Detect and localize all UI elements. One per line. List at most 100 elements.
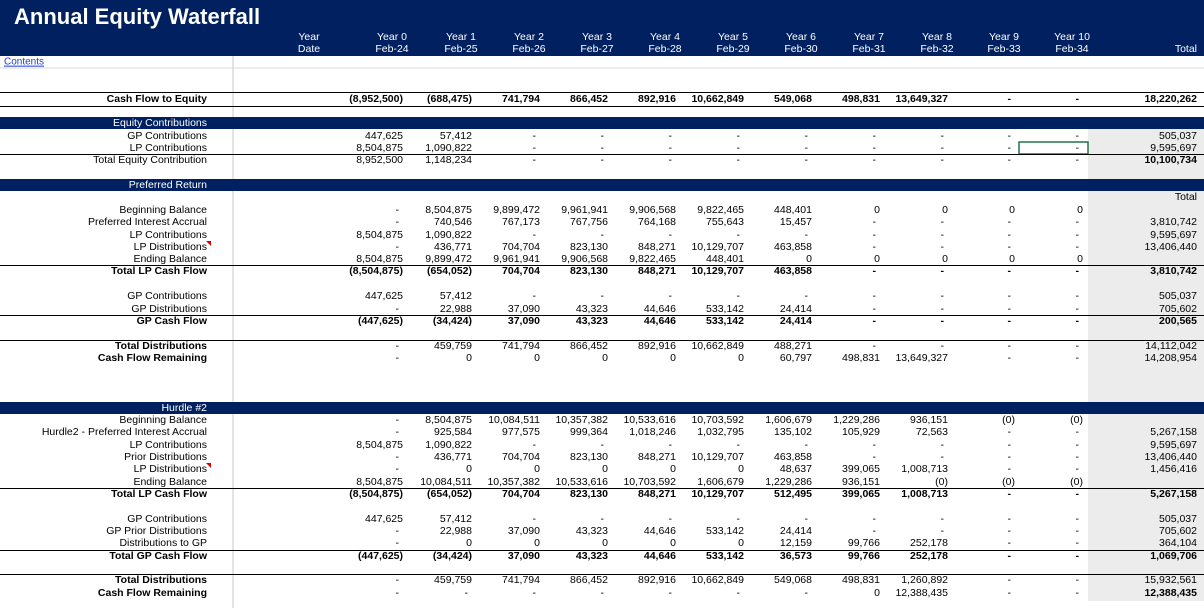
- cell-value: 99,766: [848, 537, 880, 549]
- cell-value: 0: [1077, 204, 1083, 216]
- cell-value: 741,794: [502, 340, 540, 352]
- cell-value: -: [1076, 426, 1080, 438]
- cell-value: -: [805, 229, 809, 241]
- row-label: Total Distributions: [115, 574, 207, 586]
- row-label: GP Prior Distributions: [106, 525, 207, 537]
- cell-value: 740,546: [434, 216, 472, 228]
- cell-value: -: [1008, 525, 1012, 537]
- cell-value: 8,504,875: [356, 439, 403, 451]
- cell-value: 8,504,875: [356, 253, 403, 265]
- cell-value: -: [1008, 93, 1012, 105]
- cell-value: -: [941, 525, 945, 537]
- cell-value: -: [533, 142, 537, 154]
- cell-value: 741,794: [502, 574, 540, 586]
- cell-value: (447,625): [358, 550, 403, 562]
- total-heading: Total: [1175, 191, 1197, 203]
- cell-value: -: [396, 216, 400, 228]
- cell-value: 252,178: [910, 537, 948, 549]
- cell-value: 37,090: [508, 525, 540, 537]
- cell-value: -: [1076, 130, 1080, 142]
- cell-value: -: [805, 154, 809, 166]
- cell-value: -: [1008, 488, 1012, 500]
- cell-value: 936,151: [910, 414, 948, 426]
- row-label: LP Contributions: [130, 142, 207, 154]
- cell-value: -: [941, 130, 945, 142]
- cell-value: (8,504,875): [349, 488, 403, 500]
- cell-value: 9,822,465: [697, 204, 744, 216]
- cell-value: 10,662,849: [691, 93, 744, 105]
- cell-value: -: [941, 290, 945, 302]
- cell-value: 925,584: [434, 426, 472, 438]
- cell-value: -: [1008, 265, 1012, 277]
- cell-value: 24,414: [780, 315, 812, 327]
- cell-value: 866,452: [570, 574, 608, 586]
- cell-value: 13,649,327: [895, 352, 948, 364]
- cell-value: 704,704: [502, 488, 540, 500]
- cell-value: 1,090,822: [425, 229, 472, 241]
- cell-value: -: [1076, 216, 1080, 228]
- cell-value: -: [873, 216, 877, 228]
- column-header: Year 7: [854, 31, 884, 43]
- cell-value: 37,090: [508, 315, 540, 327]
- cell-value: 498,831: [842, 352, 880, 364]
- cell-value: (8,504,875): [349, 265, 403, 277]
- cell-value: 8,952,500: [356, 154, 403, 166]
- cell-value: 9,906,568: [629, 204, 676, 216]
- cell-value: -: [1076, 488, 1080, 500]
- cell-value: -: [396, 525, 400, 537]
- cell-value: -: [1076, 537, 1080, 549]
- cell-value: -: [669, 439, 673, 451]
- cell-value: -: [533, 154, 537, 166]
- cell-value: 10,662,849: [691, 340, 744, 352]
- cell-value: -: [669, 513, 673, 525]
- cell-value: 447,625: [365, 130, 403, 142]
- cell-value: 866,452: [570, 93, 608, 105]
- row-label: Total GP Cash Flow: [109, 550, 207, 562]
- cell-value: -: [1076, 463, 1080, 475]
- cell-value: 399,065: [842, 463, 880, 475]
- cell-value: 43,323: [576, 303, 608, 315]
- cell-value: 8,504,875: [356, 229, 403, 241]
- cell-value: 8,504,875: [356, 142, 403, 154]
- total-value: 9,595,697: [1150, 142, 1197, 154]
- section-band: [0, 402, 1204, 414]
- column-header: Year 6: [786, 31, 816, 43]
- cell-value: 533,142: [706, 303, 744, 315]
- row-label: Cash Flow Remaining: [98, 587, 207, 599]
- cell-value: (654,052): [427, 265, 472, 277]
- cell-value: -: [873, 241, 877, 253]
- total-value: 15,932,561: [1144, 574, 1197, 586]
- cell-value: 43,323: [576, 525, 608, 537]
- cell-value: -: [1008, 154, 1012, 166]
- total-value: 505,037: [1159, 290, 1197, 302]
- cell-value: -: [941, 439, 945, 451]
- cell-value: 767,173: [502, 216, 540, 228]
- cell-value: -: [737, 587, 741, 599]
- cell-value: -: [737, 439, 741, 451]
- column-header: Feb-27: [580, 43, 613, 55]
- cell-value: 936,151: [842, 476, 880, 488]
- cell-value: -: [396, 204, 400, 216]
- cell-value: 57,412: [440, 513, 472, 525]
- cell-value: 43,323: [576, 315, 608, 327]
- column-header: Feb-33: [987, 43, 1020, 55]
- cell-value: 1,018,246: [629, 426, 676, 438]
- cell-value: -: [1008, 513, 1012, 525]
- cell-value: 135,102: [774, 426, 812, 438]
- cell-value: -: [669, 154, 673, 166]
- cell-value: 9,961,941: [493, 253, 540, 265]
- total-value: 364,104: [1159, 537, 1197, 549]
- cell-value: -: [737, 229, 741, 241]
- cell-value: 10,129,707: [691, 241, 744, 253]
- cell-value: -: [1008, 439, 1012, 451]
- cell-value: 448,401: [706, 253, 744, 265]
- contents-link[interactable]: Contents: [4, 57, 44, 68]
- cell-value: 0: [942, 204, 948, 216]
- cell-value: 0: [738, 463, 744, 475]
- cell-value: 10,084,511: [488, 414, 540, 426]
- cell-value: 0: [602, 537, 608, 549]
- total-value: 505,037: [1159, 130, 1197, 142]
- cell-value: 848,271: [638, 241, 676, 253]
- column-header: Total: [1175, 43, 1197, 55]
